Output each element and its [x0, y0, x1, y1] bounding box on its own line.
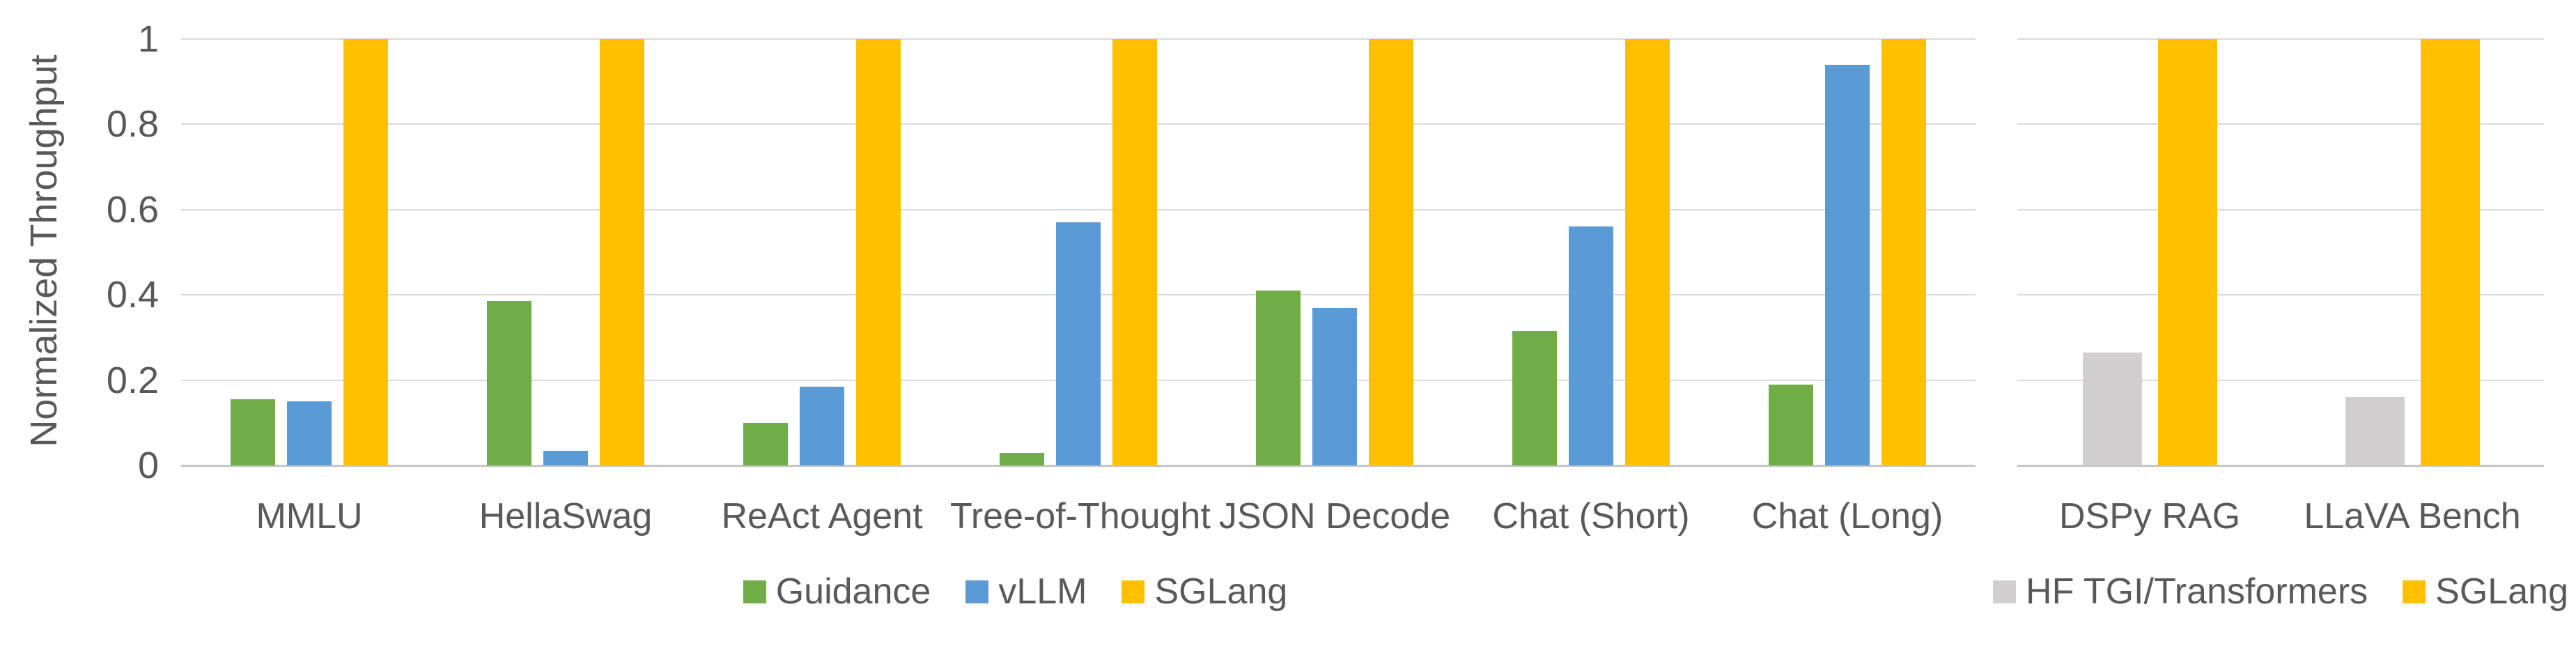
legend-label: Guidance: [775, 571, 931, 612]
category-label: LLaVA Bench: [2304, 496, 2521, 537]
bar: [2157, 39, 2217, 465]
legend-item: vLLM: [965, 571, 1087, 612]
bar: [600, 39, 644, 465]
bar: [743, 422, 788, 465]
legend-item: Guidance: [743, 571, 931, 612]
legend-swatch-icon: [965, 580, 989, 603]
category-label: Chat (Long): [1751, 496, 1943, 537]
bar: [1256, 291, 1301, 465]
bar: [231, 399, 275, 465]
legend-label: SGLang: [2435, 571, 2568, 612]
category-label: DSPy RAG: [2058, 496, 2241, 537]
category-label: Tree-of-Thought: [950, 496, 1211, 537]
bar: [2420, 39, 2480, 465]
bar: [1881, 39, 1926, 465]
x-axis-line: [181, 465, 1976, 467]
category-label: MMLU: [256, 496, 363, 537]
bar: [1769, 384, 1813, 465]
bar: [856, 39, 901, 465]
legend: Guidance vLLM SGLang: [0, 571, 2031, 612]
bar: [2082, 352, 2142, 465]
bar: [2345, 397, 2405, 465]
legend-swatch-icon: [2403, 580, 2426, 603]
category-label: ReAct Agent: [721, 496, 923, 537]
bar: [1569, 226, 1613, 465]
legend-swatch-icon: [1122, 580, 1145, 603]
gridline: [181, 123, 1976, 125]
bar: [800, 386, 844, 465]
gridline: [2017, 208, 2544, 210]
bar: [1000, 452, 1044, 465]
category-label: JSON Decode: [1218, 496, 1451, 537]
y-tick-label: 0.8: [106, 103, 159, 146]
bar: [543, 450, 588, 465]
category-label: HellaSwag: [479, 496, 653, 537]
y-tick-label: 0.6: [106, 188, 159, 231]
bar: [1056, 222, 1101, 465]
legend-item: HF TGI/Transformers: [1993, 571, 2368, 612]
gridline: [181, 38, 1976, 40]
bar: [1512, 331, 1557, 465]
legend-item: SGLang: [2403, 571, 2568, 612]
legend-swatch-icon: [743, 580, 766, 603]
bar: [1369, 39, 1413, 465]
gridline: [2017, 123, 2544, 125]
bar: [343, 39, 388, 465]
y-tick-label: 0.2: [106, 359, 159, 401]
gridline: [2017, 294, 2544, 296]
y-tick-label: 1: [137, 18, 159, 60]
bar: [1825, 64, 1870, 465]
bar: [287, 401, 332, 465]
legend-label: vLLM: [998, 571, 1087, 612]
y-tick-label: 0.4: [106, 274, 159, 316]
gridline: [2017, 379, 2544, 381]
legend-swatch-icon: [1993, 580, 2017, 603]
category-label: Chat (Short): [1492, 496, 1690, 537]
y-tick-label: 0: [137, 445, 159, 486]
bar: [1112, 39, 1157, 465]
x-axis-line: [2017, 465, 2544, 467]
legend-label: HF TGI/Transformers: [2026, 571, 2368, 612]
bar: [1625, 39, 1670, 465]
bar: [1312, 307, 1357, 465]
legend-item: SGLang: [1122, 571, 1287, 612]
legend: HF TGI/Transformers SGLang: [1993, 571, 2568, 612]
gridline: [181, 208, 1976, 210]
gridline: [2017, 38, 2544, 40]
legend-label: SGLang: [1154, 571, 1288, 612]
bar: [487, 301, 532, 465]
